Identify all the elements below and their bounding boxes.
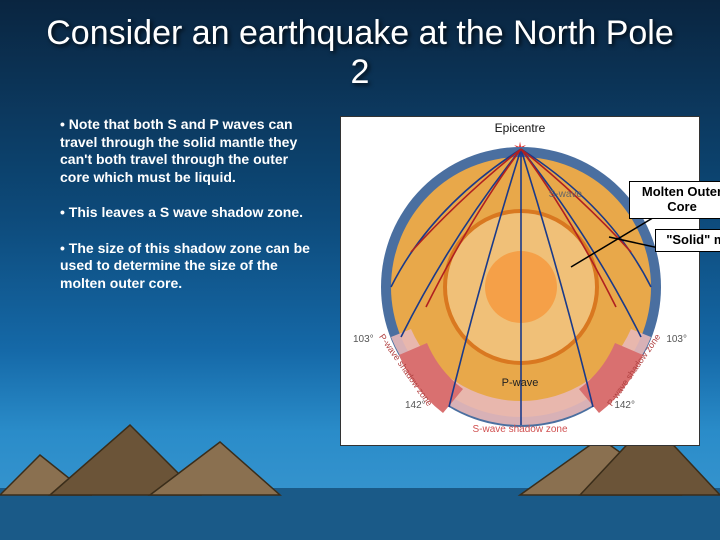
slide-title: Consider an earthquake at the North Pole… [0, 0, 720, 100]
content-row: • Note that both S and P waves can trave… [0, 100, 720, 456]
swave-label: S-wave [549, 189, 582, 200]
bullet-2: • This leaves a S wave shadow zone. [60, 204, 320, 222]
bullet-list: • Note that both S and P waves can trave… [60, 116, 320, 456]
bullet-3: • The size of this shadow zone can be us… [60, 240, 320, 293]
deg-103-left: 103° [353, 334, 374, 345]
callout-solid-mantle: "Solid" mantle [655, 229, 720, 252]
diagram-container: Epicentre ✶ [340, 116, 690, 456]
callout-molten-outer-core: Molten Outer Core [629, 181, 720, 219]
diagram-panel: Epicentre ✶ [340, 116, 700, 446]
deg-103-right: 103° [666, 334, 687, 345]
epicentre-label: Epicentre [495, 121, 546, 135]
pwave-label: P-wave [502, 377, 539, 389]
s-shadow-zone-label: S-wave shadow zone [472, 424, 567, 435]
bullet-1: • Note that both S and P waves can trave… [60, 116, 320, 186]
